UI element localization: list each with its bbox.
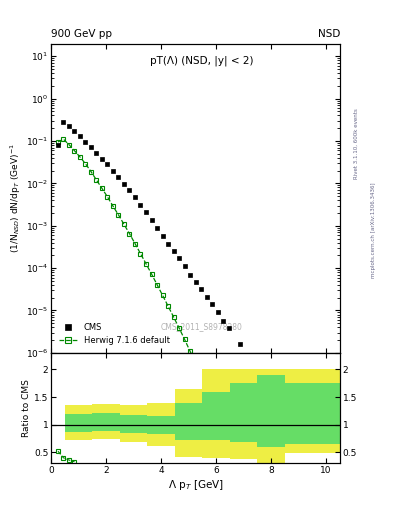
CMS xyxy=(116,174,121,180)
CMS xyxy=(122,180,127,186)
Text: CMS_2011_S8978280: CMS_2011_S8978280 xyxy=(160,322,242,331)
CMS xyxy=(221,317,226,324)
CMS xyxy=(155,225,160,231)
Herwig 7.1.6 default xyxy=(171,314,176,320)
CMS xyxy=(237,341,242,347)
Herwig 7.1.6 default xyxy=(111,203,116,209)
Herwig 7.1.6 default xyxy=(193,360,198,366)
Herwig 7.1.6 default xyxy=(100,185,105,191)
Herwig 7.1.6 default xyxy=(149,271,154,277)
Herwig 7.1.6 default xyxy=(166,303,171,309)
Herwig 7.1.6 default xyxy=(116,212,121,218)
Y-axis label: Ratio to CMS: Ratio to CMS xyxy=(22,379,31,437)
Herwig 7.1.6 default xyxy=(67,142,72,148)
Y-axis label: (1/N$_{NSD}$) dN/dp$_T$ (GeV)$^{-1}$: (1/N$_{NSD}$) dN/dp$_T$ (GeV)$^{-1}$ xyxy=(9,143,23,253)
CMS xyxy=(133,194,138,200)
Herwig 7.1.6 default xyxy=(188,348,193,354)
CMS xyxy=(310,405,315,411)
CMS xyxy=(210,301,215,307)
CMS xyxy=(182,263,187,269)
Herwig 7.1.6 default xyxy=(138,250,143,257)
Text: NSD: NSD xyxy=(318,29,340,39)
CMS xyxy=(72,128,77,134)
CMS xyxy=(171,248,176,254)
Herwig 7.1.6 default xyxy=(155,282,160,288)
Herwig 7.1.6 default xyxy=(144,261,149,267)
CMS xyxy=(111,167,116,174)
Herwig 7.1.6 default xyxy=(133,241,138,247)
Herwig 7.1.6 default xyxy=(122,221,127,227)
Herwig 7.1.6 default xyxy=(182,336,187,343)
Herwig 7.1.6 default xyxy=(283,477,287,483)
Legend: CMS, Herwig 7.1.6 default: CMS, Herwig 7.1.6 default xyxy=(55,320,173,349)
Text: mcplots.cern.ch [arXiv:1306.3436]: mcplots.cern.ch [arXiv:1306.3436] xyxy=(371,183,376,278)
Herwig 7.1.6 default xyxy=(61,136,66,142)
Herwig 7.1.6 default xyxy=(255,464,260,471)
Line: CMS: CMS xyxy=(55,120,315,411)
CMS xyxy=(94,150,99,156)
Herwig 7.1.6 default xyxy=(177,325,182,331)
CMS xyxy=(177,255,182,262)
CMS xyxy=(193,279,198,285)
CMS xyxy=(149,217,154,223)
Text: pT(Λ) (NSD, |y| < 2): pT(Λ) (NSD, |y| < 2) xyxy=(150,56,253,67)
Herwig 7.1.6 default xyxy=(105,194,110,200)
Herwig 7.1.6 default xyxy=(94,177,99,183)
Herwig 7.1.6 default xyxy=(215,409,220,415)
Herwig 7.1.6 default xyxy=(78,154,83,160)
X-axis label: Λ p$_T$ [GeV]: Λ p$_T$ [GeV] xyxy=(167,478,224,492)
CMS xyxy=(188,271,193,278)
CMS xyxy=(160,233,165,240)
CMS xyxy=(138,202,143,208)
CMS xyxy=(215,309,220,315)
Herwig 7.1.6 default xyxy=(228,429,232,435)
Herwig 7.1.6 default xyxy=(199,372,204,378)
CMS xyxy=(89,144,94,150)
CMS xyxy=(83,139,88,145)
CMS xyxy=(144,209,149,215)
CMS xyxy=(226,325,231,331)
CMS xyxy=(204,294,209,300)
CMS xyxy=(283,375,287,381)
Herwig 7.1.6 default xyxy=(56,139,61,145)
Herwig 7.1.6 default xyxy=(83,161,88,167)
Herwig 7.1.6 default xyxy=(127,230,132,237)
Herwig 7.1.6 default xyxy=(72,147,77,154)
Herwig 7.1.6 default xyxy=(204,383,209,390)
CMS xyxy=(61,119,66,125)
Herwig 7.1.6 default xyxy=(160,292,165,298)
CMS xyxy=(56,142,61,148)
Herwig 7.1.6 default xyxy=(210,396,215,402)
CMS xyxy=(166,241,171,247)
CMS xyxy=(105,161,110,167)
Line: Herwig 7.1.6 default: Herwig 7.1.6 default xyxy=(55,137,287,482)
CMS xyxy=(127,187,132,193)
Text: Rivet 3.1.10, 600k events: Rivet 3.1.10, 600k events xyxy=(354,108,359,179)
CMS xyxy=(255,359,260,366)
CMS xyxy=(67,123,72,130)
Text: 900 GeV pp: 900 GeV pp xyxy=(51,29,112,39)
CMS xyxy=(100,156,105,162)
CMS xyxy=(199,286,204,292)
Herwig 7.1.6 default xyxy=(89,168,94,175)
CMS xyxy=(78,133,83,139)
